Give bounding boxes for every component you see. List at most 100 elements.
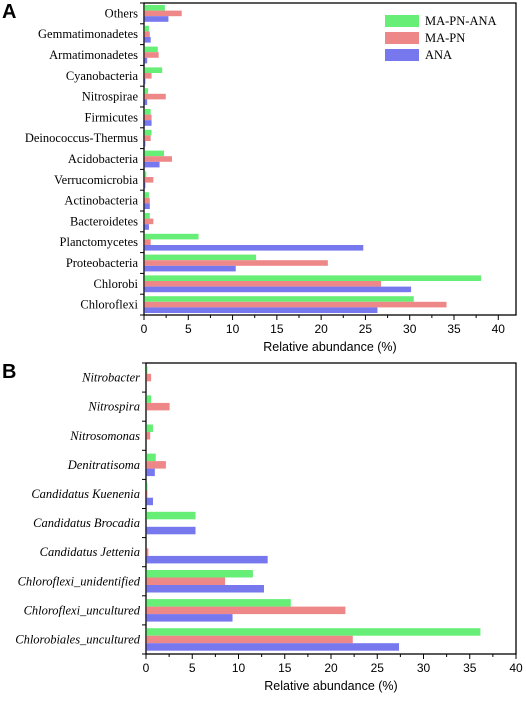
- panel-b-letter: B: [2, 361, 16, 383]
- bar-ma-pn-gemmatimonadetes: [144, 31, 150, 37]
- category-label: Candidatus Jettenia: [40, 545, 140, 559]
- category-label: Nitrosomonas: [69, 429, 140, 443]
- x-tick-label: 15: [278, 661, 292, 675]
- category-label: Acidobacteria: [68, 152, 139, 166]
- bar-ma-pn-chloroflexi: [144, 301, 447, 308]
- bar-ma-pn-nitrosomonas: [146, 432, 151, 440]
- bar-ma-pn-ana-cyanobacteria: [144, 67, 163, 73]
- bar-ma-pn-ana-others: [144, 5, 165, 11]
- x-tick-label: 10: [232, 661, 246, 675]
- bar-ma-pn-firmicutes: [144, 114, 152, 121]
- x-axis-label: Relative abundance (%): [264, 679, 397, 693]
- x-tick-label: 25: [359, 322, 373, 336]
- bar-ma-pn-ana-nitrobacter: [146, 366, 148, 374]
- legend-swatch: [385, 32, 419, 44]
- bar-ma-pn-ana-deinococcus-thermus: [144, 129, 152, 136]
- bar-ma-pn-ana-nitrosomonas: [146, 424, 153, 432]
- bar-ana-others: [144, 16, 169, 22]
- bar-ma-pn-acidobacteria: [144, 156, 172, 162]
- plot-frame: [143, 2, 517, 316]
- category-label: Cyanobacteria: [66, 69, 139, 83]
- bar-ma-pn-chloroflexi-unidentified: [146, 577, 226, 585]
- bar-ma-pn-nitrobacter: [146, 373, 152, 382]
- bar-ma-pn-ana-chloroflexi: [144, 296, 414, 302]
- bar-ana-chloroflexi-unidentified: [146, 585, 264, 593]
- x-tick-label: 0: [141, 322, 148, 336]
- panel-a-letter: A: [2, 1, 16, 23]
- bar-ma-pn-ana-actinobacteria: [144, 192, 149, 198]
- bar-ma-pn-ana-bacteroidetes: [144, 213, 150, 219]
- bar-ma-pn-others: [144, 10, 182, 17]
- bar-ma-pn-chloroflexi-uncultured: [146, 606, 346, 615]
- bar-ma-pn-ana-verrucomicrobia: [144, 171, 147, 177]
- bar-ana-candidatus-brocadia: [146, 526, 196, 535]
- category-label: Chloroflexi: [80, 298, 138, 312]
- category-label: Firmicutes: [85, 110, 139, 124]
- bar-ma-pn-chlorobi: [144, 281, 381, 287]
- bar-ma-pn-armatimonadetes: [144, 52, 159, 58]
- bar-ma-pn-chlorobiales-uncultured: [146, 635, 353, 644]
- legend-label: MA-PN: [425, 31, 465, 45]
- bar-ma-pn-ana-chlorobiales-uncultured: [146, 628, 481, 636]
- category-label: Chloroflexi_unidentified: [18, 574, 141, 588]
- bar-ana-cyanobacteria: [144, 78, 146, 85]
- x-tick-label: 20: [324, 661, 338, 675]
- category-label: Nitrospirae: [82, 90, 139, 104]
- bar-ana-chlorobiales-uncultured: [146, 643, 400, 651]
- bar-ma-pn-candidatus-kuenenia: [146, 490, 148, 498]
- bar-ana-nitrospirae: [144, 99, 148, 105]
- bar-ma-pn-actinobacteria: [144, 197, 150, 204]
- bar-ma-pn-ana-nitrospirae: [144, 88, 149, 94]
- x-tick-label: 0: [143, 661, 150, 675]
- x-tick-label: 40: [509, 661, 523, 675]
- bar-ana-proteobacteria: [144, 265, 236, 272]
- bar-ma-pn-ana-chloroflexi-unidentified: [146, 570, 253, 578]
- bar-ma-pn-planctomycetes: [144, 239, 151, 245]
- bar-ana-deinococcus-thermus: [144, 141, 146, 147]
- category-label: Planctomycetes: [60, 235, 139, 249]
- x-tick-label: 35: [463, 661, 477, 675]
- legend-swatch: [385, 15, 419, 27]
- bar-ma-pn-ana-armatimonadetes: [144, 46, 158, 53]
- panel-a-chart: Others Gemmatimonadetes Armatimonadetes Cya…: [25, 2, 517, 354]
- category-label: Bacteroidetes: [70, 214, 138, 228]
- category-label: Actinobacteria: [64, 194, 138, 208]
- bar-ma-pn-ana-acidobacteria: [144, 150, 164, 157]
- legend: MA-PN-ANA MA-PN ANA: [385, 14, 497, 62]
- bar-ana-planctomycetes: [144, 245, 364, 251]
- category-label: Gemmatimonadetes: [38, 27, 138, 41]
- x-tick-label: 5: [189, 661, 196, 675]
- bar-ana-chlorobi: [144, 286, 412, 293]
- bar-ma-pn-ana-candidatus-kuenenia: [146, 482, 148, 491]
- category-label: Denitratisoma: [67, 458, 140, 472]
- bar-ma-pn-ana-candidatus-brocadia: [146, 511, 196, 520]
- bar-ana-chloroflexi-uncultured: [146, 614, 233, 622]
- category-label: Candidatus Brocadia: [33, 516, 140, 530]
- bar-ana-candidatus-jettenia: [146, 555, 268, 564]
- x-tick-label: 30: [403, 322, 417, 336]
- category-label: Armatimonadetes: [49, 48, 138, 62]
- panel-b-chart: Nitrobacter Nitrospira Nitrosomonas Denitra…: [15, 362, 523, 693]
- bar-ma-pn-ana-proteobacteria: [144, 254, 257, 261]
- bar-ma-pn-nitrospirae: [144, 93, 166, 100]
- category-label: Nitrobacter: [81, 371, 140, 385]
- bar-ma-pn-nitrospira: [146, 402, 170, 411]
- bar-ma-pn-verrucomicrobia: [144, 177, 154, 183]
- bar-ma-pn-ana-nitrospira: [146, 395, 152, 403]
- legend-label: ANA: [425, 48, 452, 62]
- bar-ma-pn-ana-gemmatimonadetes: [144, 25, 149, 32]
- bar-ana-acidobacteria: [144, 161, 160, 168]
- x-tick-label: 30: [417, 661, 431, 675]
- bar-ma-pn-ana-chloroflexi-uncultured: [146, 599, 291, 607]
- bar-ma-pn-ana-chlorobi: [144, 275, 482, 281]
- bar-ana-actinobacteria: [144, 203, 150, 209]
- x-axis-label: Relative abundance (%): [263, 340, 396, 354]
- category-label: Verrucomicrobia: [54, 173, 138, 187]
- bar-ma-pn-candidatus-jettenia: [146, 548, 149, 556]
- bar-ana-denitratisoma: [146, 468, 155, 477]
- bar-ana-chloroflexi: [144, 307, 378, 313]
- bar-ma-pn-proteobacteria: [144, 260, 328, 266]
- bar-ana-armatimonadetes: [144, 57, 148, 64]
- category-label: Chlorobi: [94, 277, 139, 291]
